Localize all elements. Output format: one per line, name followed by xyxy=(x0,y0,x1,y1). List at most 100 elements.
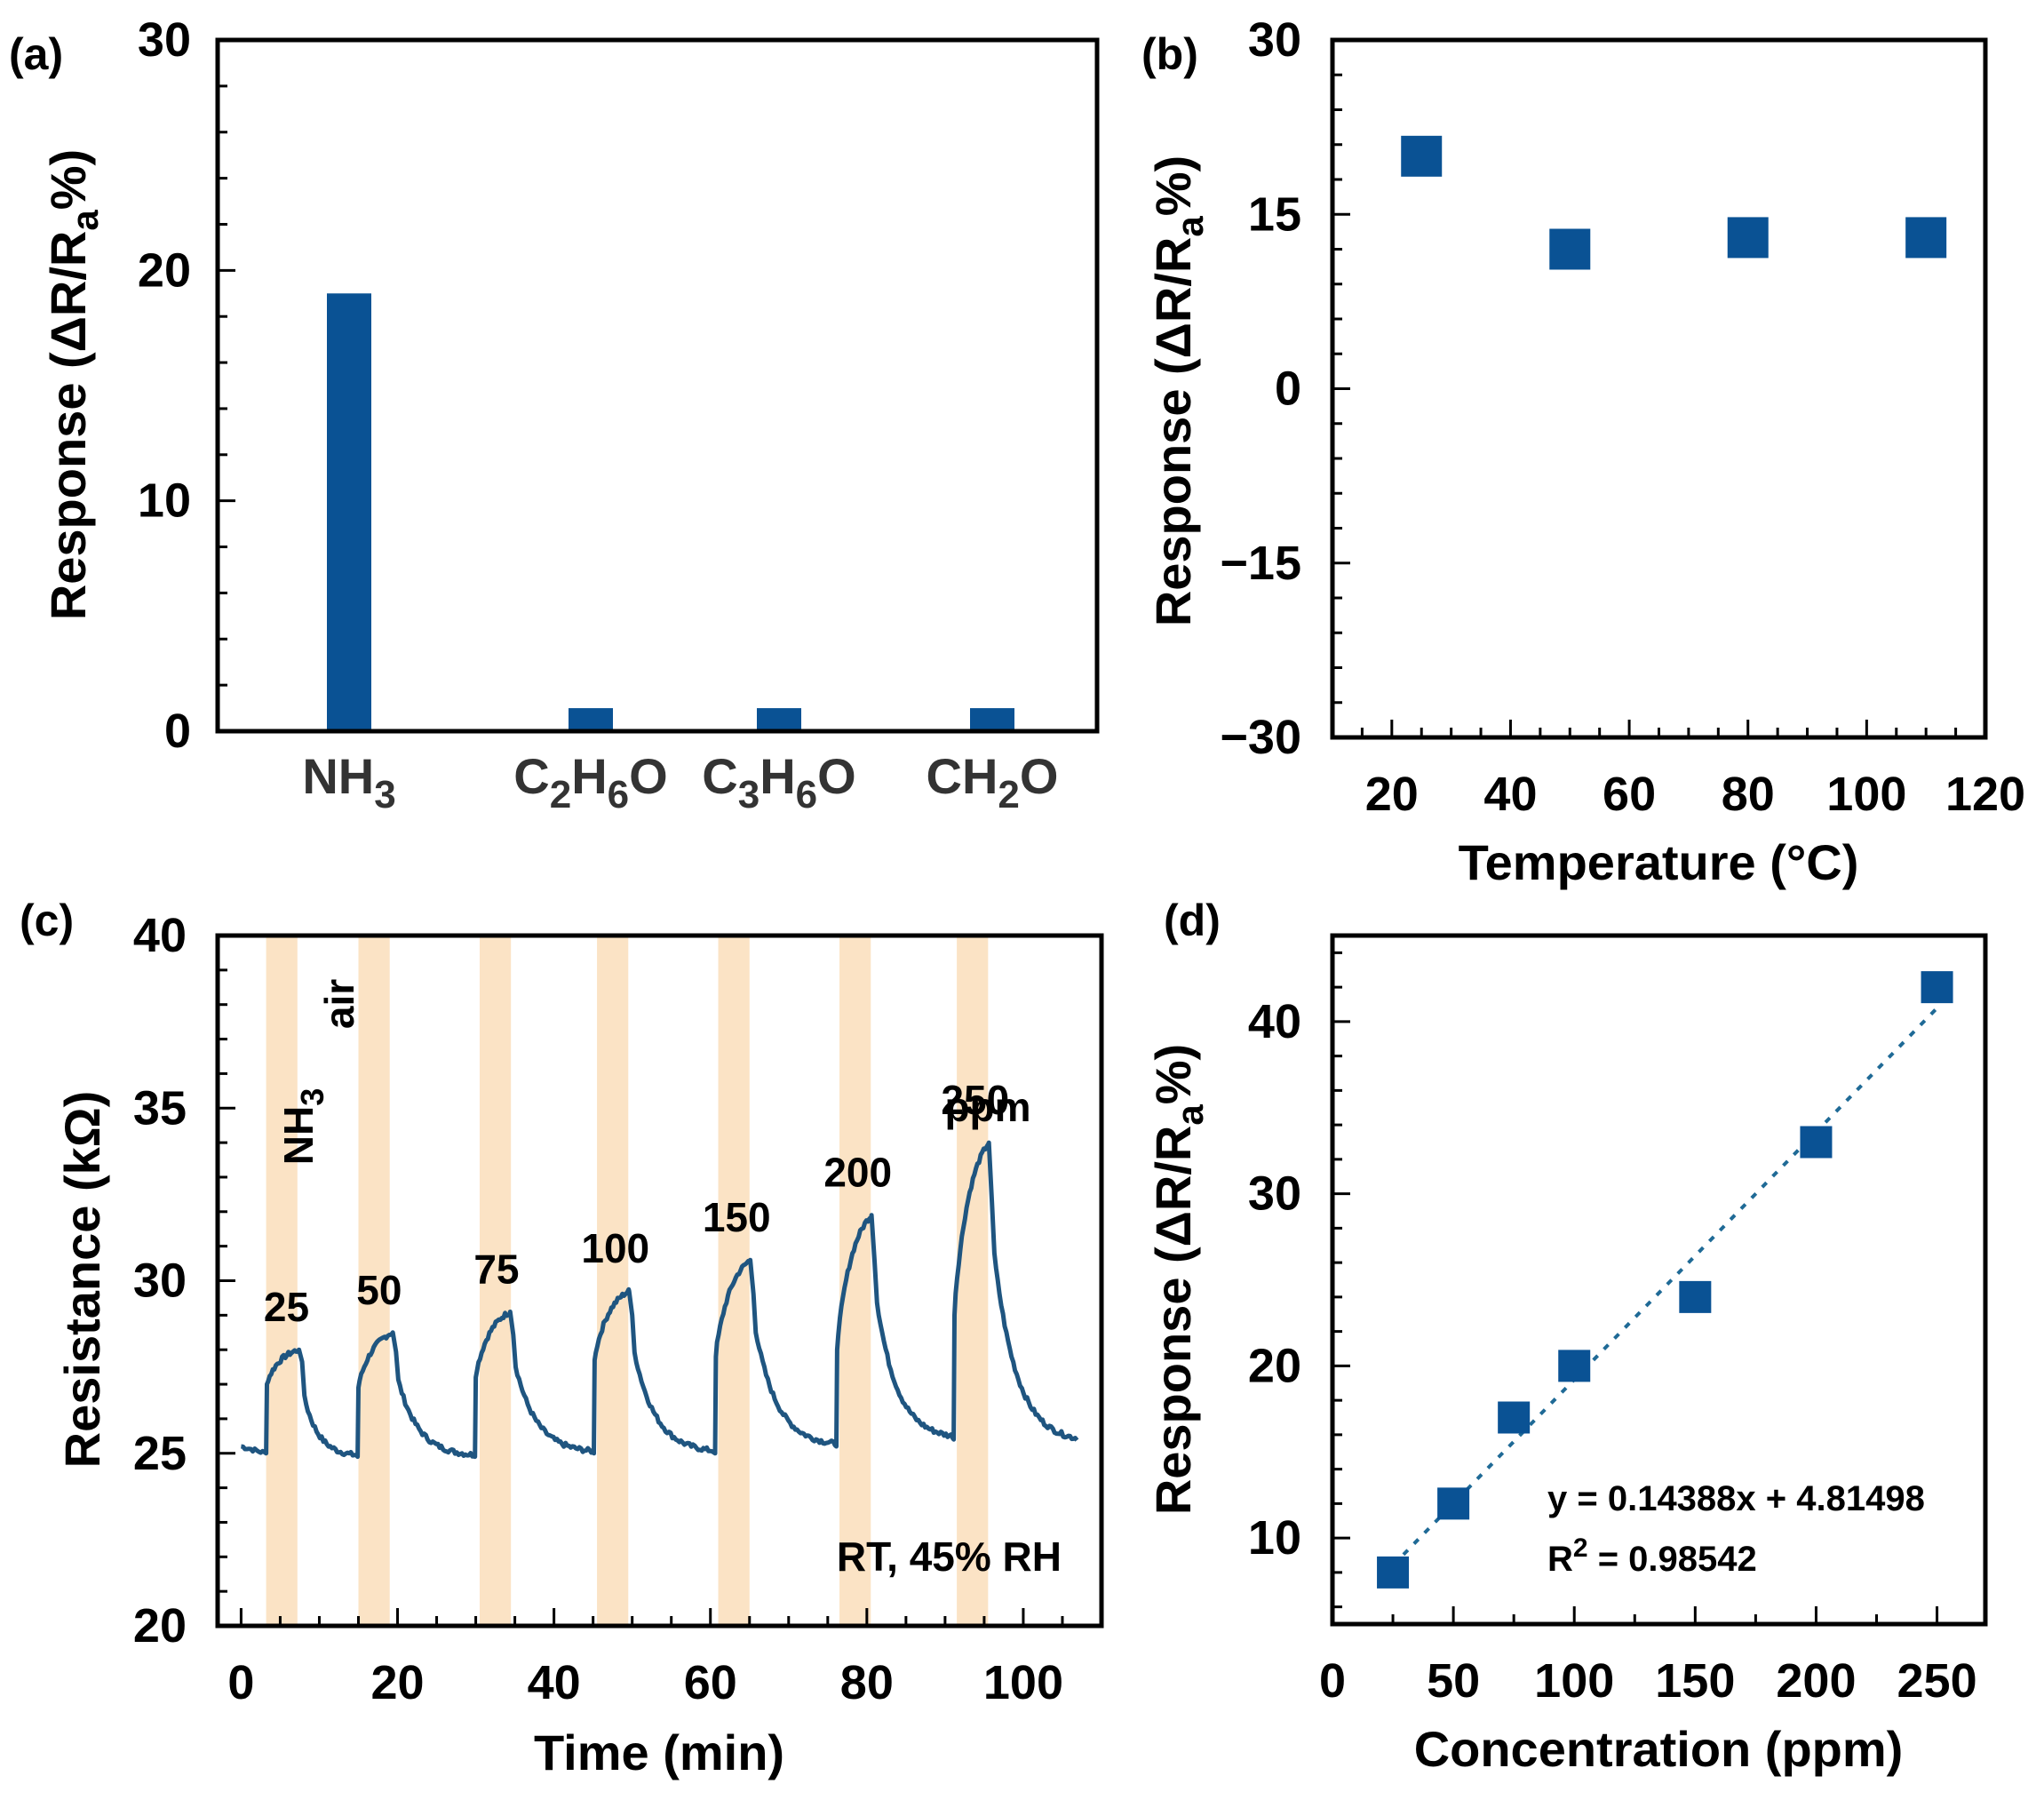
panel-a-frame xyxy=(215,37,1100,734)
x-tick-label: 100 xyxy=(1826,768,1906,821)
y-tick-label: 10 xyxy=(1248,1511,1301,1565)
exposure-band xyxy=(358,936,390,1626)
x-tick-label: 0 xyxy=(1319,1654,1346,1708)
panel-c-unit-annotation: ppm xyxy=(944,1084,1030,1130)
panel-d-y-axis-title: Response (ΔR/Ra%) xyxy=(1145,1044,1211,1515)
y-tick-label: −30 xyxy=(1220,711,1301,764)
x-category-label: CH2O xyxy=(927,748,1059,816)
panel-d-points xyxy=(1377,971,1953,1589)
exposure-band xyxy=(957,936,989,1626)
panel-a-x-categories: NH3 C2H6O C3H6O CH2O xyxy=(302,748,1058,816)
y-tick-label: 10 xyxy=(138,474,191,528)
panel-a: (a) 0 10 20 30 NH3 C2H6O C3H6O CH2O Response (… xyxy=(9,13,1100,816)
x-tick-label: 50 xyxy=(1427,1654,1480,1708)
y-tick-label: 15 xyxy=(1248,187,1301,241)
panel-c-label: (c) xyxy=(20,896,74,945)
panel-b-points xyxy=(1401,135,1947,270)
cycle-label: 75 xyxy=(473,1246,519,1292)
bar-2 xyxy=(757,708,801,731)
x-category-label: C3H6O xyxy=(702,748,855,816)
panel-c-exposure-bands xyxy=(266,936,989,1626)
panel-b: (b) 20 40 60 80 100 120 −30 −15 0 15 30 Temperatur… xyxy=(1141,13,2025,890)
y-tick-label: 40 xyxy=(133,909,187,962)
x-tick-label: 100 xyxy=(983,1656,1063,1709)
y-tick-label: 20 xyxy=(133,1599,187,1653)
exposure-band xyxy=(597,936,629,1626)
panel-b-y-axis-title: Response (ΔR/Ra%) xyxy=(1145,155,1211,626)
panel-a-y-ticks: 0 10 20 30 xyxy=(138,13,235,758)
x-tick-label: 80 xyxy=(1722,768,1775,821)
x-tick-label: 200 xyxy=(1776,1654,1856,1708)
panel-c-air-annotation: air xyxy=(316,979,362,1029)
data-point xyxy=(1377,1556,1410,1589)
data-point xyxy=(1921,971,1953,1004)
panel-a-bars xyxy=(327,293,1014,731)
cycle-label: 200 xyxy=(823,1150,892,1196)
cycle-label: 250 xyxy=(941,1077,1009,1123)
data-point xyxy=(1800,1126,1833,1159)
panel-b-ticks: 20 40 60 80 100 120 −30 −15 0 15 30 xyxy=(1220,13,2025,821)
cycle-label: 25 xyxy=(264,1284,309,1330)
data-point xyxy=(1437,1487,1470,1520)
x-tick-label: 40 xyxy=(528,1656,581,1709)
panel-c-x-axis-title: Time (min) xyxy=(534,1724,784,1780)
y-tick-label: 20 xyxy=(138,243,191,297)
x-tick-label: 120 xyxy=(1945,768,2025,821)
y-tick-label: 30 xyxy=(138,13,191,67)
bar-0 xyxy=(327,293,371,731)
panel-c-condition-annotation: RT, 45% RH xyxy=(837,1533,1062,1580)
panel-b-label: (b) xyxy=(1141,29,1198,79)
panel-d-frame xyxy=(1330,933,1988,1627)
exposure-band xyxy=(479,936,512,1626)
panel-b-frame xyxy=(1330,37,1988,740)
x-category-label: C2H6O xyxy=(513,748,667,816)
panel-d-ticks: 0 50 100 150 200 250 10 20 30 40 xyxy=(1248,951,1977,1708)
panel-d-label: (d) xyxy=(1164,896,1221,945)
y-tick-label: 0 xyxy=(1275,362,1301,416)
panel-a-label: (a) xyxy=(9,29,63,79)
bar-3 xyxy=(970,708,1014,731)
data-point xyxy=(1679,1280,1712,1313)
y-tick-label: 20 xyxy=(1248,1339,1301,1392)
panel-d-fit-r-squared: R2 = 0.98542 xyxy=(1547,1533,1757,1579)
x-tick-label: 80 xyxy=(840,1656,894,1709)
bar-1 xyxy=(569,708,613,731)
exposure-band xyxy=(266,936,298,1626)
panel-d-fit-equation: y = 0.14388x + 4.81498 xyxy=(1547,1479,1925,1518)
x-category-label: NH3 xyxy=(302,748,395,816)
y-tick-label: 30 xyxy=(1248,13,1301,67)
x-tick-label: 20 xyxy=(1365,768,1419,821)
y-tick-label: 0 xyxy=(164,705,191,758)
data-point xyxy=(1558,1350,1591,1382)
y-tick-label: 40 xyxy=(1248,995,1301,1048)
panel-c-cycle-labels: 25 50 75 100 150 200 250 xyxy=(264,1077,1009,1330)
cycle-label: 50 xyxy=(356,1267,402,1313)
x-tick-label: 100 xyxy=(1534,1654,1614,1708)
x-tick-label: 0 xyxy=(227,1656,254,1709)
panel-b-x-axis-title: Temperature (°C) xyxy=(1459,834,1859,890)
data-point xyxy=(1498,1401,1531,1434)
x-tick-label: 40 xyxy=(1483,768,1537,821)
x-tick-label: 20 xyxy=(370,1656,424,1709)
x-tick-label: 150 xyxy=(1655,1654,1735,1708)
data-point xyxy=(1905,217,1947,259)
cycle-label: 100 xyxy=(581,1225,649,1271)
y-tick-label: −15 xyxy=(1220,537,1301,590)
panel-c-resistance-trace xyxy=(241,1140,1079,1460)
y-tick-label: 35 xyxy=(133,1081,187,1135)
panel-c-y-axis-title: Resistance (kΩ) xyxy=(54,1091,110,1469)
x-tick-label: 250 xyxy=(1897,1654,1977,1708)
panel-c-gas-annotation: NH3 xyxy=(275,1088,330,1165)
data-point xyxy=(1549,228,1591,270)
y-tick-label: 30 xyxy=(1248,1167,1301,1221)
x-tick-label: 60 xyxy=(1603,768,1656,821)
panel-c-frame xyxy=(215,933,1104,1629)
panel-d-x-axis-title: Concentration (ppm) xyxy=(1414,1721,1904,1777)
data-point xyxy=(1727,217,1769,259)
panel-d: (d) 0 50 100 150 200 250 10 20 30 40 y = 0.14388x… xyxy=(1145,896,1988,1777)
cycle-label: 150 xyxy=(703,1194,771,1240)
y-tick-label: 30 xyxy=(133,1254,187,1308)
panel-a-y-axis-title: Response (ΔR/Ra%) xyxy=(40,149,106,620)
